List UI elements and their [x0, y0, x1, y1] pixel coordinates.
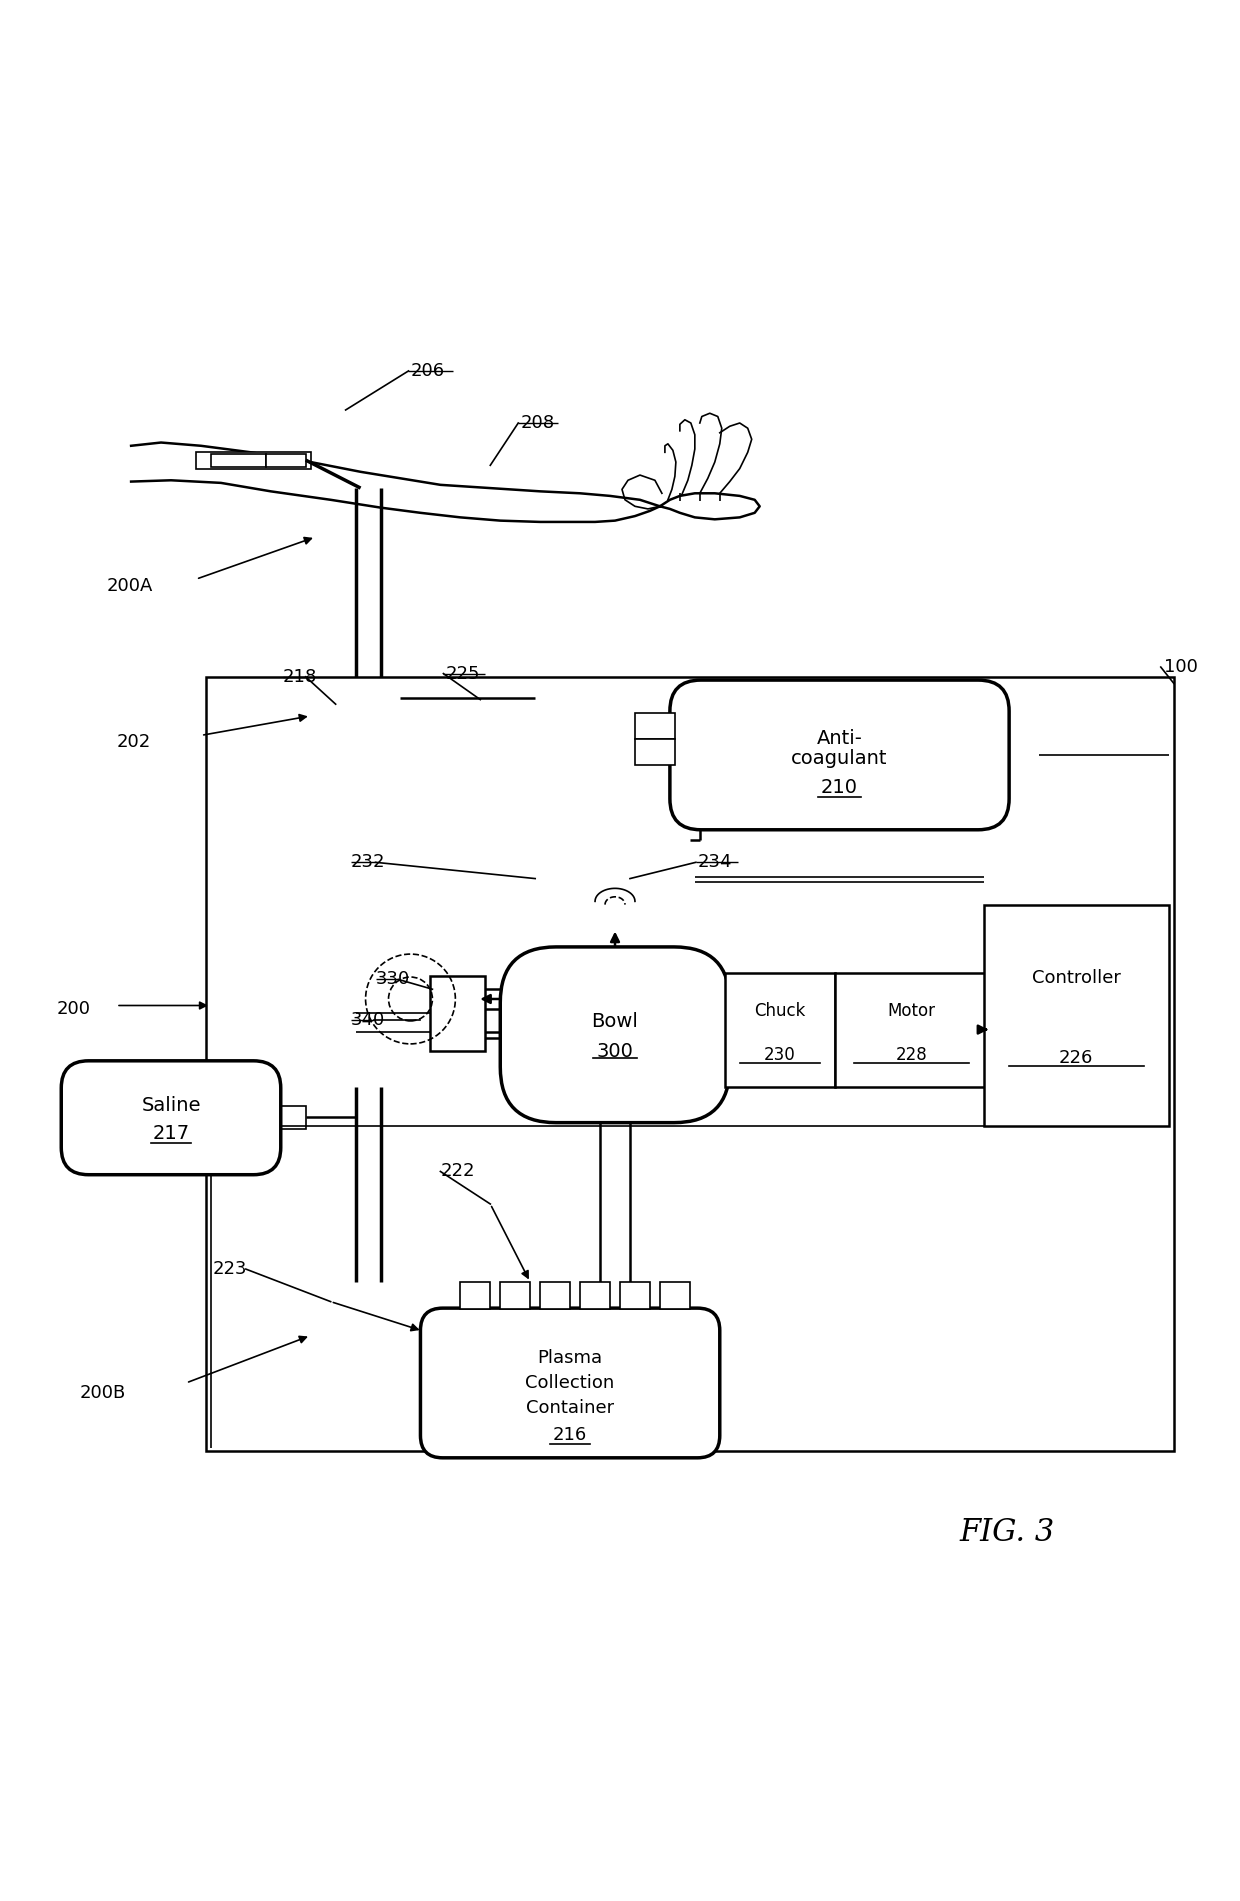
Bar [580, 1281, 610, 1310]
Text: 208: 208 [521, 414, 554, 432]
Text: 200: 200 [56, 1000, 91, 1017]
FancyBboxPatch shape [670, 681, 1009, 829]
Bar [541, 1281, 570, 1310]
Text: 300: 300 [596, 1042, 634, 1061]
Bar [206, 677, 1174, 1450]
Text: 217: 217 [153, 1123, 190, 1143]
Text: 200B: 200B [79, 1384, 125, 1401]
Bar [196, 452, 311, 468]
Text: Motor: Motor [888, 1002, 935, 1019]
Bar [536, 827, 694, 928]
Bar [985, 905, 1169, 1125]
Bar [500, 1281, 531, 1310]
Text: 225: 225 [445, 665, 480, 682]
Text: 100: 100 [1164, 658, 1198, 677]
Bar [635, 713, 675, 739]
Text: Collection: Collection [526, 1374, 615, 1392]
Text: Chuck: Chuck [754, 1002, 805, 1019]
Bar [620, 1281, 650, 1310]
Text: 234: 234 [698, 854, 733, 871]
FancyBboxPatch shape [500, 947, 730, 1123]
Text: 216: 216 [553, 1426, 588, 1445]
Text: 218: 218 [283, 667, 317, 686]
Text: 330: 330 [376, 971, 409, 989]
Text: Container: Container [526, 1399, 614, 1416]
Text: 206: 206 [410, 361, 445, 380]
Text: 200A: 200A [107, 576, 153, 595]
Text: Controller: Controller [1032, 970, 1121, 987]
Text: 226: 226 [1059, 1049, 1094, 1066]
Bar [724, 973, 835, 1087]
Text: 222: 222 [440, 1162, 475, 1181]
Bar [280, 1106, 306, 1129]
Bar [346, 956, 475, 1042]
Text: 230: 230 [764, 1046, 796, 1065]
Text: Plasma: Plasma [538, 1350, 603, 1367]
Bar [635, 739, 675, 764]
FancyBboxPatch shape [61, 1061, 280, 1175]
Bar [265, 454, 306, 466]
Text: 228: 228 [895, 1046, 928, 1065]
Text: FIG. 3: FIG. 3 [960, 1517, 1054, 1547]
Text: 340: 340 [351, 1011, 384, 1030]
Text: 232: 232 [351, 854, 386, 871]
FancyBboxPatch shape [420, 1308, 719, 1458]
Text: 202: 202 [117, 734, 150, 751]
Bar [211, 454, 265, 466]
Bar [336, 833, 401, 859]
Bar [336, 694, 401, 717]
Text: Anti-: Anti- [817, 730, 863, 749]
Bar [460, 1281, 490, 1310]
Text: 210: 210 [821, 778, 858, 797]
Text: Bowl: Bowl [591, 1011, 639, 1030]
Bar [835, 973, 990, 1087]
Bar [660, 1281, 689, 1310]
Bar [430, 977, 485, 1051]
Text: 223: 223 [213, 1260, 248, 1277]
Text: Saline: Saline [141, 1097, 201, 1116]
Text: coagulant: coagulant [791, 749, 888, 768]
